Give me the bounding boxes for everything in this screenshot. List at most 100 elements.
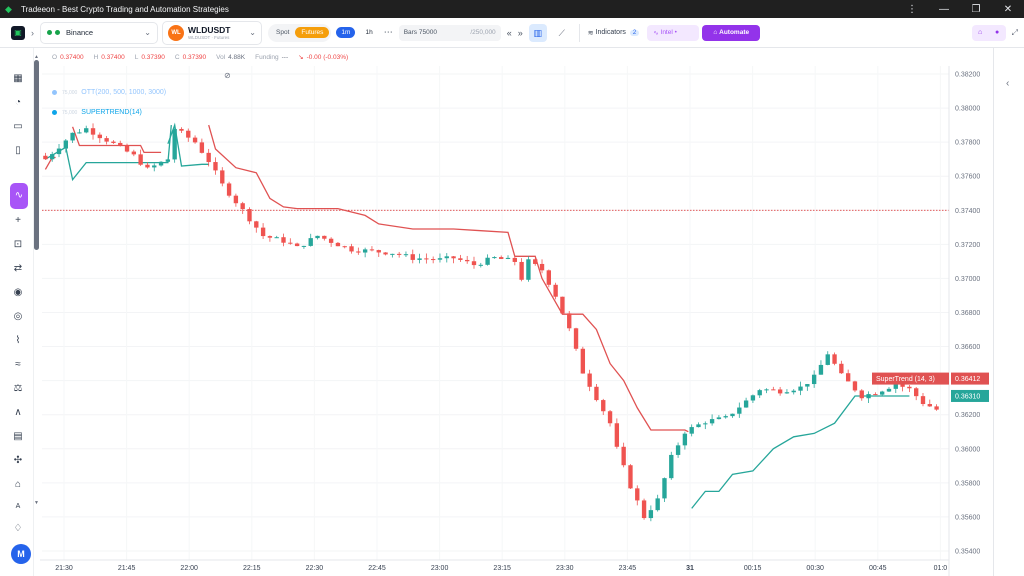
price-tick-label: 0.38000 — [955, 106, 980, 113]
indicators-button[interactable]: ≋ Indicators 2 — [588, 29, 640, 37]
candle-body — [430, 259, 436, 261]
time-tick-label: 22:30 — [306, 565, 324, 572]
time-tick-label: 23:30 — [556, 565, 574, 572]
price-tick-label: 0.36200 — [955, 412, 980, 419]
swap-icon[interactable]: ⇄ — [13, 263, 23, 274]
double-chevron-left-icon[interactable]: « — [506, 27, 512, 38]
ohlc-info-bar: O 0.37400 H 0.37400 L 0.37390 C 0.37390 Vol 4… — [52, 51, 358, 63]
candle-body — [730, 413, 735, 417]
candle-body — [594, 386, 599, 401]
market-futures-tab[interactable]: Futures — [295, 27, 330, 38]
candle-body — [499, 257, 504, 259]
bars-max: /250,000 — [470, 29, 496, 36]
dashboard-icon[interactable]: ▦ — [13, 73, 23, 84]
legend-supertrend[interactable]: 75,000 SUPERTREND(14) — [52, 109, 142, 116]
pie-chart-icon[interactable]: ◔ — [14, 97, 22, 108]
right-panel: ‹ — [993, 48, 1024, 576]
eye-off-icon[interactable]: ⊘ — [224, 71, 231, 80]
maximize-button[interactable]: ❐ — [971, 3, 981, 15]
chart-activity-icon[interactable]: ∿ — [10, 183, 28, 209]
market-spot-tab[interactable]: Spot — [276, 29, 290, 36]
candle-body — [764, 389, 769, 391]
bell-icon[interactable]: ♢ — [13, 523, 23, 534]
candle-body — [580, 348, 586, 374]
candle-body — [771, 389, 776, 391]
chevron-left-icon[interactable]: ‹ — [1006, 78, 1010, 89]
sidebar-scrollbar[interactable] — [34, 60, 39, 250]
price-tick-label: 0.36600 — [955, 344, 980, 351]
robot-icon[interactable]: ⊡ — [13, 239, 23, 250]
automate-button[interactable]: ⌂ Automate — [702, 24, 761, 41]
candle-body — [832, 354, 837, 364]
nodes-icon[interactable]: ✣ — [13, 455, 23, 466]
more-menu-button[interactable]: ⋮ — [907, 3, 917, 15]
candle-body — [294, 243, 300, 247]
scale-icon[interactable]: ⚖ — [13, 383, 23, 394]
tradeeon-logo-icon[interactable]: ▣ — [11, 25, 25, 40]
candle-body — [737, 407, 742, 414]
candle-body — [43, 155, 48, 160]
plus-icon[interactable]: + — [15, 215, 21, 226]
bars-value: 75000 — [418, 29, 437, 36]
candlestick-chart-icon[interactable]: ▥ — [528, 23, 547, 42]
candle-body — [546, 270, 552, 285]
candle-body — [669, 454, 674, 479]
candle-body — [383, 252, 388, 255]
candle-body — [50, 154, 55, 160]
bars-count-field[interactable]: Bars 75000 /250,000 — [398, 24, 501, 41]
bot-status-pill[interactable]: ⌂ ● — [971, 24, 1006, 41]
candle-body — [519, 261, 524, 280]
more-timeframes-icon[interactable]: ⋯ — [383, 27, 393, 37]
intel-button[interactable]: ∿ Intel • — [647, 24, 700, 41]
candle-body — [356, 251, 361, 253]
price-tick-label: 0.35600 — [955, 514, 980, 521]
chevron-down-icon: ⌄ — [249, 28, 256, 37]
high-value: 0.37400 — [101, 53, 125, 61]
toolbar-divider — [578, 23, 580, 42]
candle-body — [172, 128, 177, 160]
chevron-right-icon[interactable]: › — [31, 27, 34, 38]
book-icon[interactable]: ▯ — [15, 145, 21, 156]
close-button[interactable]: ✕ — [1003, 3, 1013, 15]
pulse-icon[interactable]: ⌇ — [15, 335, 21, 346]
candle-body — [805, 384, 810, 387]
compass-icon[interactable]: ◎ — [13, 311, 23, 322]
timeframe-1m-button[interactable]: 1m — [336, 27, 356, 38]
candle-body — [376, 250, 381, 253]
avatar[interactable]: M — [11, 544, 31, 564]
timeframe-1h-button[interactable]: 1h — [365, 29, 373, 36]
double-chevron-right-icon[interactable]: » — [517, 27, 523, 38]
candle-body — [138, 154, 143, 165]
text-icon[interactable]: A — [15, 503, 21, 510]
candle-body — [648, 510, 654, 519]
bank-icon[interactable]: ⌂ — [14, 479, 22, 490]
minimize-button[interactable]: — — [939, 3, 949, 15]
bars-label: Bars — [403, 29, 418, 36]
legend-ott[interactable]: 75,000 OTT(200, 500, 1000, 3000) — [52, 89, 166, 96]
waves-icon[interactable]: ≈ — [15, 359, 21, 370]
expand-icon[interactable]: ⤢ — [1011, 27, 1018, 37]
broadcast-icon[interactable]: ◉ — [13, 287, 23, 298]
candle-body — [410, 254, 415, 260]
candle-body — [424, 258, 429, 260]
candle-body — [641, 500, 647, 519]
scroll-down-icon[interactable]: ▼ — [34, 500, 39, 506]
price-tick-label: 0.37200 — [955, 242, 980, 249]
chart-toolbar: ▣ › Binance ⌄ WL WLDUSDT WLDUSDT · Futur… — [0, 18, 1024, 48]
briefcase-icon[interactable]: ▭ — [13, 121, 23, 132]
ott-color-dot — [52, 90, 57, 95]
grid-icon[interactable]: ▤ — [13, 431, 23, 442]
current-price-text: 0.36310 — [955, 393, 980, 400]
candle-body — [70, 132, 75, 141]
symbol-selector[interactable]: WL WLDUSDT WLDUSDT · Futures ⌄ — [162, 20, 262, 45]
close-value: 0.37390 — [182, 53, 207, 61]
scroll-up-icon[interactable]: ▲ — [34, 54, 39, 60]
candle-body — [743, 400, 749, 408]
candle-body — [124, 145, 130, 152]
line-chart-icon[interactable]: ⟋ — [558, 27, 565, 38]
funding-value: --- — [281, 53, 289, 61]
market-type-toggle: Spot Futures — [268, 23, 332, 42]
trend-icon[interactable]: ∧ — [14, 407, 22, 418]
exchange-selector[interactable]: Binance ⌄ — [40, 21, 158, 44]
